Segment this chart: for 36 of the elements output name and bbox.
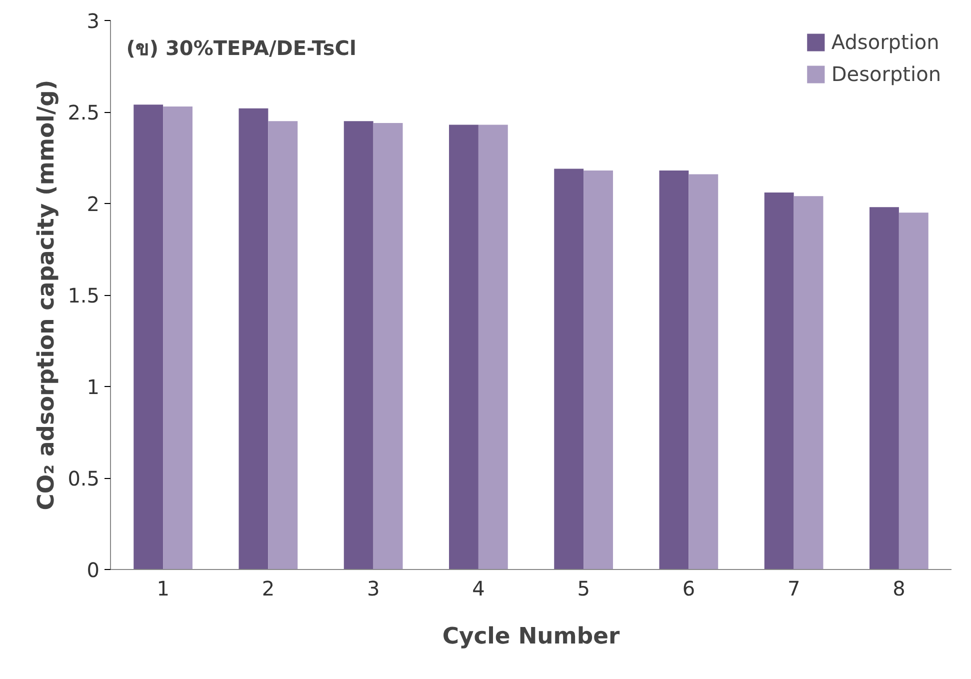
y-tick-label: 1 bbox=[86, 375, 100, 399]
bar bbox=[449, 124, 478, 570]
bar bbox=[870, 207, 899, 570]
bar bbox=[764, 192, 794, 570]
bar bbox=[478, 124, 508, 570]
bar bbox=[134, 104, 164, 570]
x-tick-label: 6 bbox=[682, 576, 696, 600]
bar bbox=[898, 212, 928, 570]
bar bbox=[584, 170, 613, 570]
bar bbox=[554, 168, 584, 570]
y-axis-title: CO₂ adsorption capacity (mmol/g) bbox=[34, 80, 60, 510]
text: (ข) 30%TEPA/DE-TsCl bbox=[126, 36, 356, 60]
x-tick-label: 2 bbox=[262, 576, 275, 600]
x-tick-label: 7 bbox=[787, 576, 800, 600]
bar bbox=[238, 108, 268, 570]
legend-label: Desorption bbox=[831, 62, 941, 86]
legend-label: Adsorption bbox=[831, 30, 940, 54]
y-tick-label: 1.5 bbox=[68, 284, 100, 308]
y-tick-label: 0.5 bbox=[68, 466, 100, 490]
y-tick-label: 0 bbox=[86, 558, 100, 582]
x-tick-label: 8 bbox=[892, 576, 906, 600]
bar bbox=[163, 106, 192, 570]
bar bbox=[794, 196, 824, 570]
x-tick-label: 4 bbox=[472, 576, 485, 600]
x-axis-title: Cycle Number bbox=[442, 624, 620, 650]
bar bbox=[659, 170, 689, 570]
bar bbox=[268, 121, 298, 570]
bar bbox=[688, 174, 718, 570]
x-tick-label: 1 bbox=[156, 576, 170, 600]
y-tick-label: 3 bbox=[86, 9, 100, 33]
bar bbox=[373, 122, 403, 570]
y-tick-label: 2.5 bbox=[68, 100, 100, 124]
y-tick-label: 2 bbox=[86, 192, 100, 216]
x-tick-label: 5 bbox=[577, 576, 590, 600]
bar bbox=[344, 121, 374, 570]
x-tick-label: 3 bbox=[366, 576, 380, 600]
